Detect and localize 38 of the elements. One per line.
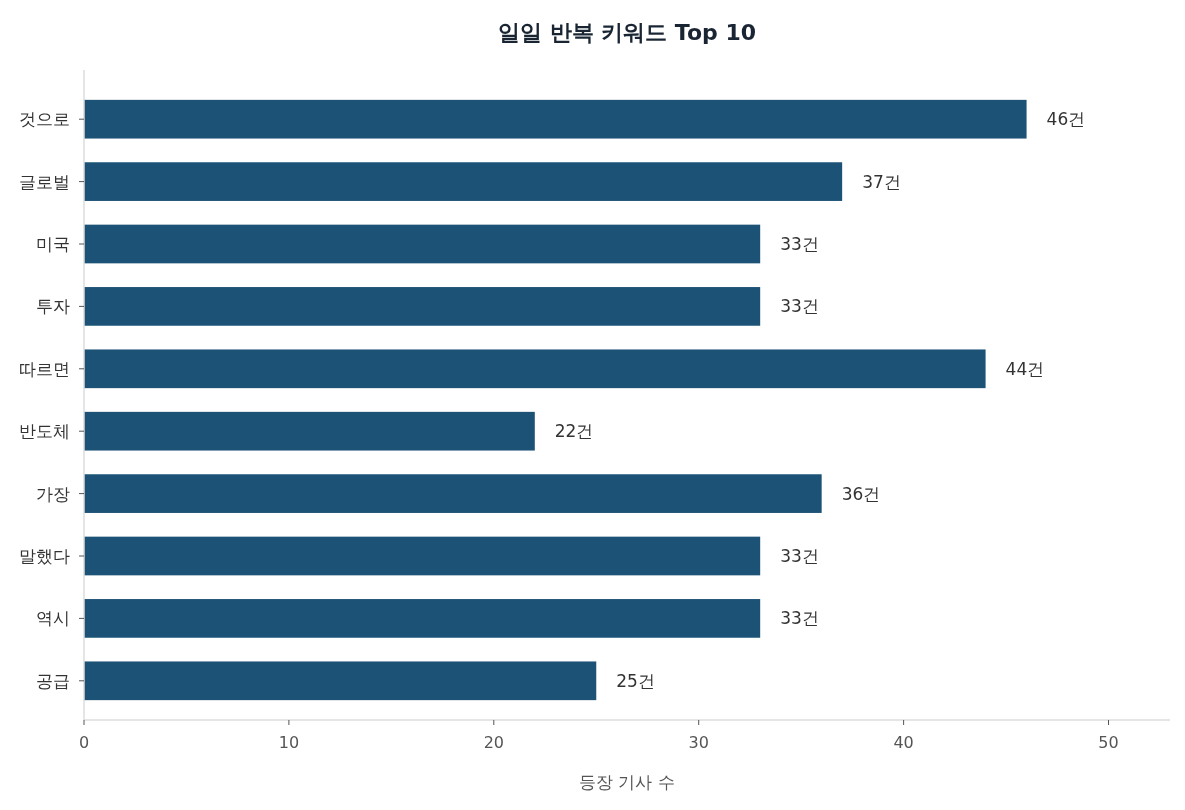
data-label: 37건 (862, 171, 901, 192)
x-tick-label: 30 (688, 733, 709, 752)
y-tick-label: 반도체 (19, 421, 70, 442)
data-label: 33건 (780, 234, 819, 254)
y-tick-label: 가장 (36, 483, 70, 504)
y-tick-label: 것으로 (19, 109, 70, 130)
bar (84, 536, 761, 576)
bar (84, 599, 761, 638)
data-label: 22건 (554, 421, 594, 442)
y-tick-label: 말했다 (19, 546, 70, 566)
bar (84, 349, 986, 389)
y-tick-label: 공급 (36, 670, 70, 691)
data-label: 33건 (780, 608, 819, 629)
chart-title: 일일 반복 키워드 Top 10 (497, 20, 757, 45)
x-tick-label: 50 (1098, 733, 1119, 752)
bar (84, 99, 1027, 139)
data-label: 44건 (1005, 358, 1045, 379)
y-tick-label: 미국 (36, 234, 70, 254)
bar (84, 661, 597, 701)
data-label: 33건 (780, 296, 819, 317)
x-axis-title: 등장 기사 수 (579, 772, 675, 792)
x-tick-label: 0 (78, 733, 90, 752)
bar (84, 411, 535, 451)
y-tick-label: 투자 (36, 296, 70, 317)
x-tick-label: 10 (278, 733, 300, 752)
data-label: 33건 (780, 546, 819, 566)
bar (84, 224, 761, 264)
bar (84, 474, 822, 513)
y-tick-label: 따르면 (19, 358, 70, 379)
y-tick-label: 글로벌 (19, 171, 70, 192)
bar (84, 162, 843, 201)
data-label: 36건 (841, 483, 881, 504)
data-label: 25건 (616, 670, 655, 691)
x-tick-label: 20 (483, 733, 504, 752)
data-label: 46건 (1046, 109, 1086, 130)
bar (84, 287, 761, 326)
y-tick-label: 역시 (36, 608, 70, 629)
x-tick-label: 40 (893, 733, 914, 752)
